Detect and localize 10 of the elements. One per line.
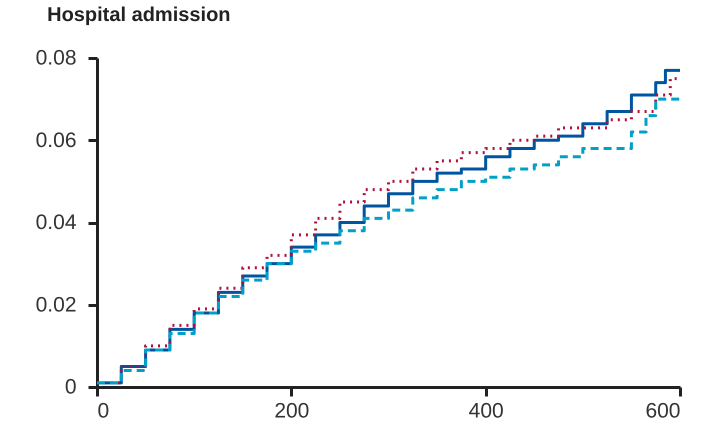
chart-title: Hospital admission: [47, 4, 231, 26]
y-tick-label: 0.04: [36, 211, 77, 234]
y-tick-label: 0.02: [36, 293, 76, 316]
x-tick-label: 0: [98, 400, 110, 422]
x-tick-label: 200: [274, 400, 310, 422]
y-tick-label: 0: [64, 376, 76, 398]
x-tick-label: 400: [468, 400, 504, 422]
x-tick-label: 600: [645, 400, 680, 422]
y-tick-label: 0.08: [36, 46, 76, 70]
y-tick-label: 0.06: [36, 128, 76, 152]
